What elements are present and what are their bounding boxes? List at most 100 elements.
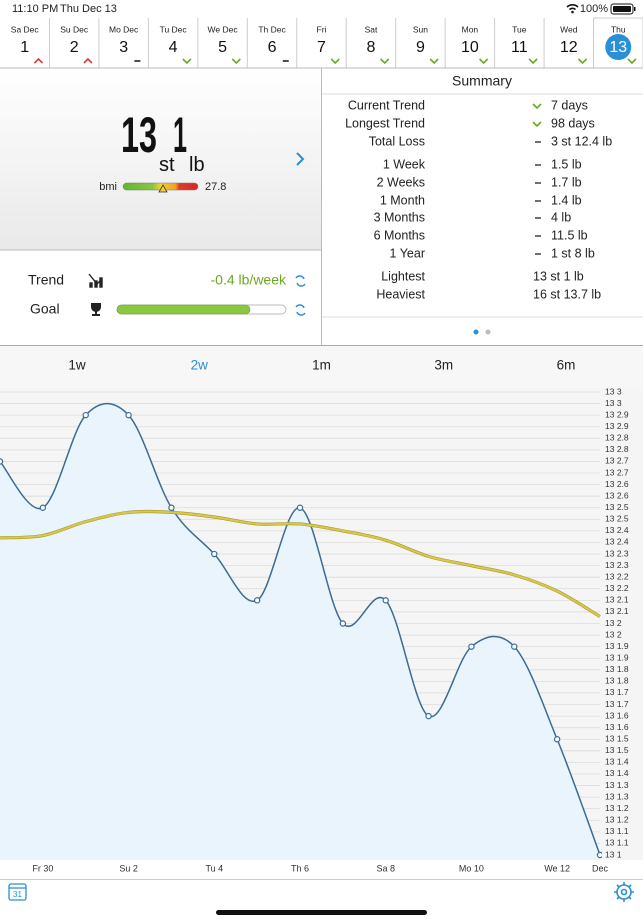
range-tab[interactable]: 6m: [557, 358, 576, 373]
data-point: [253, 597, 261, 604]
y-tick-label: 13 1.2: [605, 815, 629, 825]
day-number[interactable]: 7: [317, 39, 326, 56]
summary-value: 1.4 lb: [551, 193, 582, 207]
y-tick-label: 13 3: [605, 386, 622, 396]
day-strip: Sa Dec 1 Su Dec 2 Mo Dec 3 Tu Dec 4 We Dec 5 Th De…: [11, 17, 643, 69]
day-weekday[interactable]: Sa Dec: [11, 24, 40, 34]
day-weekday[interactable]: We Dec: [208, 24, 239, 34]
day-number[interactable]: 8: [367, 39, 376, 56]
summary-value: 1 st 8 lb: [551, 246, 595, 260]
battery-icon: [610, 3, 634, 15]
y-tick-label: 13 2.6: [605, 479, 629, 489]
day-weekday[interactable]: Tu Dec: [160, 24, 188, 34]
goal-label: Goal: [30, 301, 60, 317]
day-number[interactable]: 3: [119, 39, 128, 56]
y-tick-label: 13 1.9: [605, 641, 629, 651]
refresh-icon[interactable]: [295, 304, 306, 316]
day-number[interactable]: 1: [20, 39, 29, 56]
y-tick-label: 13 2.8: [605, 433, 629, 443]
summary-value: 7 days: [551, 98, 588, 112]
status-time: 11:10 PM: [12, 3, 58, 15]
summary-label: Lightest: [381, 269, 425, 283]
trend-value: -0.4 lb/week: [211, 272, 287, 288]
summary-label: 1 Week: [383, 157, 426, 171]
x-tick-label: Sa 8: [376, 863, 395, 873]
summary-value: 13 st 1 lb: [533, 269, 584, 283]
y-tick-label: 13 2: [605, 629, 622, 639]
x-tick-label: We 12: [544, 863, 570, 873]
wifi-dot: [571, 10, 574, 14]
y-tick-label: 13 2.7: [605, 467, 629, 477]
refresh-icon[interactable]: [295, 275, 306, 287]
day-number[interactable]: 13: [609, 39, 627, 56]
trend-indicator: [479, 58, 489, 65]
chart: 13 113 1.113 1.113 1.213 1.213 1.313 1.3…: [0, 386, 629, 873]
data-point: [596, 851, 602, 859]
home-indicator: [216, 910, 427, 915]
y-tick-label: 13 2.2: [605, 583, 629, 593]
data-point: [339, 620, 347, 627]
y-tick-label: 13 2.4: [605, 537, 629, 547]
range-tab[interactable]: 1m: [312, 358, 331, 373]
status-date: Thu Dec 13: [60, 3, 117, 15]
summary-label: 1 Month: [380, 193, 425, 207]
battery-fill: [613, 6, 631, 12]
data-point: [425, 712, 432, 720]
day-number[interactable]: 4: [169, 39, 178, 56]
day-weekday[interactable]: Sat: [365, 24, 378, 34]
day-number[interactable]: 6: [268, 39, 277, 56]
day-weekday[interactable]: Su Dec: [60, 24, 89, 34]
y-tick-label: 13 2.1: [605, 595, 629, 605]
y-tick-label: 13 1.2: [605, 803, 629, 813]
summary-list: Current Trend 7 days Longest Trend 98 days T…: [345, 98, 612, 301]
range-tab[interactable]: 1w: [68, 358, 86, 373]
summary-label: Longest Trend: [345, 116, 425, 130]
day-weekday[interactable]: Tue: [512, 24, 527, 34]
y-tick-label: 13 2.9: [605, 409, 629, 419]
selected-day-circle: [605, 34, 632, 60]
stone-unit: st: [159, 154, 175, 176]
day-weekday[interactable]: Fri: [317, 24, 327, 34]
trend-indicator: [429, 58, 439, 65]
day-weekday[interactable]: Mo Dec: [109, 24, 139, 34]
y-tick-label: 13 1.3: [605, 780, 629, 790]
trend-indicator: [577, 58, 588, 65]
day-number[interactable]: 9: [416, 39, 425, 56]
data-point: [382, 597, 389, 604]
page-dot[interactable]: [473, 329, 479, 335]
day-weekday[interactable]: Sun: [413, 24, 428, 34]
weight-pounds: 1: [173, 107, 187, 163]
summary-label: Current Trend: [348, 98, 425, 112]
day-number[interactable]: 2: [70, 39, 79, 56]
y-tick-label: 13 1.3: [605, 791, 629, 801]
details-chevron[interactable]: [296, 152, 305, 166]
settings-button[interactable]: [614, 882, 634, 902]
day-number[interactable]: 12: [560, 39, 578, 56]
day-weekday[interactable]: Wed: [560, 24, 578, 34]
trophy-icon: [91, 303, 101, 316]
day-number[interactable]: 10: [461, 39, 479, 56]
y-tick-label: 13 1.7: [605, 699, 629, 709]
day-weekday[interactable]: Th Dec: [258, 24, 286, 34]
bmi-marker: [158, 184, 168, 193]
y-tick-label: 13 2.9: [605, 421, 629, 431]
day-weekday[interactable]: Mon: [462, 24, 479, 34]
day-number[interactable]: 5: [218, 39, 227, 56]
y-tick-label: 13 2.6: [605, 490, 629, 500]
y-tick-label: 13 2.3: [605, 560, 629, 570]
trend-indicator: [627, 58, 637, 65]
day-number[interactable]: 11: [511, 39, 528, 56]
summary-value: 11.5 lb: [551, 228, 588, 242]
y-tick-label: 13 1.5: [605, 734, 629, 744]
y-tick-label: 13 2.4: [605, 525, 629, 535]
range-tab[interactable]: 2w: [191, 358, 209, 373]
check-indicator: [532, 121, 542, 128]
plot-area: [0, 402, 602, 860]
page-dot[interactable]: [485, 329, 491, 335]
calendar-button[interactable]: 31: [8, 883, 27, 901]
y-tick-label: 13 1.6: [605, 722, 629, 732]
y-tick-label: 13 1.1: [605, 838, 629, 848]
range-tab[interactable]: 3m: [434, 358, 453, 373]
data-point: [82, 411, 89, 419]
day-weekday[interactable]: Thu: [611, 24, 626, 34]
